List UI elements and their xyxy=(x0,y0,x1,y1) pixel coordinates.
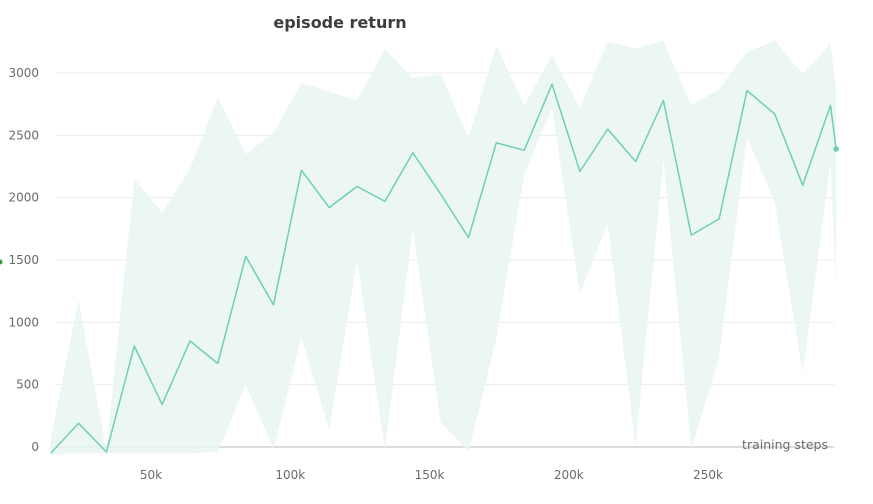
y-tick-label: 500 xyxy=(16,378,39,392)
y-tick-label: 1500 xyxy=(8,253,39,267)
x-tick-label: 100k xyxy=(275,468,305,482)
left-edge-marker xyxy=(0,259,3,265)
min-max-band xyxy=(50,40,837,455)
mean-line-group xyxy=(50,83,839,454)
x-axis-ticks: 50k 100k 150k 200k 250k xyxy=(140,468,723,482)
chart-title: episode return xyxy=(273,13,406,32)
mean-return-line xyxy=(50,83,837,454)
x-tick-label: 150k xyxy=(415,468,445,482)
y-tick-label: 3000 xyxy=(8,66,39,80)
x-tick-label: 50k xyxy=(140,468,162,482)
x-tick-label: 200k xyxy=(554,468,584,482)
y-tick-label: 0 xyxy=(31,440,39,454)
y-tick-label: 2000 xyxy=(8,191,39,205)
range-band-group xyxy=(50,40,837,455)
y-axis-ticks: 0 500 1000 1500 2000 2500 3000 xyxy=(8,66,39,454)
line-end-point xyxy=(833,146,839,152)
y-tick-label: 2500 xyxy=(8,128,39,142)
x-axis-label: training steps xyxy=(742,437,828,452)
y-tick-label: 1000 xyxy=(8,315,39,329)
x-tick-label: 250k xyxy=(693,468,723,482)
